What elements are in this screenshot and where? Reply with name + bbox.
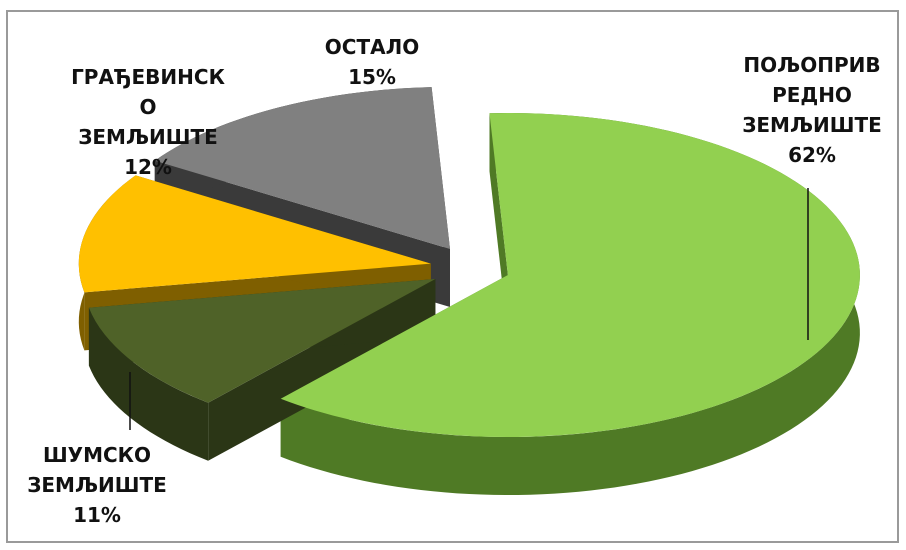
slice-label-line-1-0: ШУМСКО <box>43 443 151 467</box>
slice-label-1: ШУМСКО ЗЕМЉИШТЕ 11% <box>27 443 167 527</box>
slice-label-line-1-1: ЗЕМЉИШТЕ <box>27 473 167 497</box>
slice-labels: ПОЉОПРИВ РЕДНО ЗЕМЉИШТЕ 62% ШУМСКО ЗЕМЉИШТЕ 11… <box>27 35 882 527</box>
slice-value-1: 11% <box>73 503 121 527</box>
slice-label-line-2-1: О <box>139 95 156 119</box>
slice-label-line-2-2: ЗЕМЉИШТЕ <box>78 125 218 149</box>
slice-label-line-2-0: ГРАЂЕВИНСК <box>71 65 226 89</box>
slice-label-line-3-0: ОСТАЛО <box>325 35 419 59</box>
slice-label-2: ГРАЂЕВИНСК О ЗЕМЉИШТЕ 12% <box>71 65 226 179</box>
slice-value-2: 12% <box>124 155 172 179</box>
slice-label-line-0-0: ПОЉОПРИВ <box>743 53 880 77</box>
pie-slice-tops <box>78 87 860 438</box>
slice-label-line-0-2: ЗЕМЉИШТЕ <box>742 113 882 137</box>
leader-lines <box>129 188 809 430</box>
slice-value-0: 62% <box>788 143 836 167</box>
slice-value-3: 15% <box>348 65 396 89</box>
pie-slice-3 <box>154 87 450 249</box>
slice-1-rim <box>88 307 209 461</box>
slice-0-rim <box>280 113 860 496</box>
slice-label-line-0-1: РЕДНО <box>772 83 852 107</box>
pie-slice-0 <box>280 113 860 438</box>
slice-label-0: ПОЉОПРИВ РЕДНО ЗЕМЉИШТЕ 62% <box>742 53 882 167</box>
pie-slice-1 <box>88 279 436 403</box>
pie-slice-2 <box>78 175 431 293</box>
slice-label-3: ОСТАЛО 15% <box>325 35 419 89</box>
